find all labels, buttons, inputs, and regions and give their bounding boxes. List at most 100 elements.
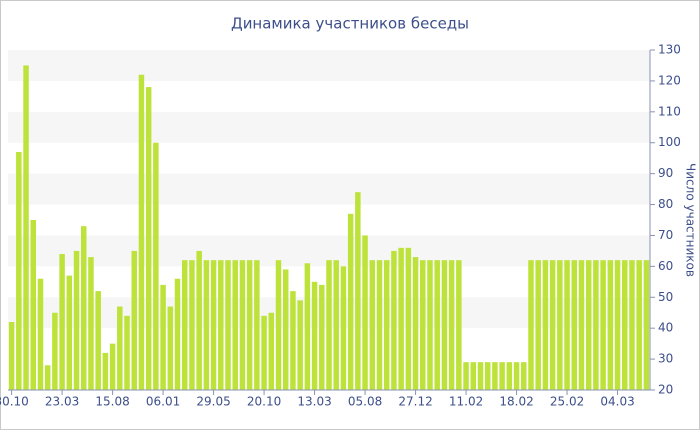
bar [23,65,29,391]
bar [59,254,65,390]
bar [578,260,585,390]
y-tick-label: 100 [658,135,681,149]
x-tick-label: 29.05 [196,395,230,409]
bar [131,250,137,390]
bar [412,257,419,390]
y-tick-label: 40 [658,321,673,335]
bar [463,362,469,390]
bar [398,247,404,390]
bar [513,362,520,390]
bar [254,260,260,390]
bar [622,260,628,390]
y-tick-label: 120 [658,73,681,87]
bar [549,260,556,390]
bar [52,312,58,390]
x-tick-label: 23.03 [45,395,79,409]
x-tick-label: 11.02 [449,395,483,409]
y-tick-label: 60 [658,259,673,273]
x-tick-label: 05.08 [348,395,382,409]
bar [30,220,36,390]
bar [66,275,73,390]
bar [535,260,541,390]
y-tick-label: 30 [658,352,673,366]
bar [37,278,44,390]
y-axis-label: Число участников [684,163,698,277]
bar [340,266,347,390]
bar [311,281,318,390]
bar [275,260,282,390]
bar [636,260,642,390]
bar [297,300,303,390]
bar [282,269,289,390]
bar [347,213,354,390]
bar [571,260,577,390]
bar [239,260,246,390]
bar [153,142,159,390]
x-tick-label: 18.02 [499,395,533,409]
y-tick-label: 90 [658,166,673,180]
bar [391,250,397,390]
bar [290,291,296,390]
bar [218,260,224,390]
bar [333,260,339,390]
bar [95,291,101,390]
bar [145,87,152,390]
bar [203,260,210,390]
bar [441,260,448,390]
bar [362,235,368,390]
x-tick-label: 15.08 [95,395,129,409]
bar [138,74,145,391]
bar [593,260,599,390]
x-tick-label: 13.03 [297,395,331,409]
bar [261,315,267,390]
bar [376,260,383,390]
bar [542,260,549,390]
bar [427,260,433,390]
chart-title: Динамика участников беседы [231,15,469,33]
grid-band [8,173,650,205]
bar [304,263,311,390]
bar [448,260,455,390]
y-tick-label: 20 [658,383,673,397]
bar [73,250,80,390]
bar [355,192,361,390]
bar [88,257,94,390]
x-tick-label: 04.03 [600,395,634,409]
y-tick-label: 50 [658,290,673,304]
bar [326,260,332,390]
bar [405,247,412,390]
bar [319,284,325,390]
grid-band [8,50,650,81]
bar [456,260,462,390]
bar [470,362,477,390]
bar [117,306,123,390]
bar [210,260,217,390]
bar [268,312,275,390]
bar [629,260,635,390]
bar [44,365,51,390]
x-tick-label: 25.02 [550,395,584,409]
bar [383,260,390,390]
bar [167,306,174,390]
bar [124,315,130,390]
x-tick-label: 30.10 [0,395,29,409]
bar [600,260,606,390]
y-tick-label: 70 [658,228,673,242]
x-tick-label: 20.10 [247,395,281,409]
bar [499,362,505,390]
bar [16,152,22,390]
bar [102,352,109,390]
bar [109,343,116,390]
bar [81,226,87,390]
bar [189,260,195,390]
x-tick-label: 27.12 [398,395,432,409]
y-tick-label: 110 [658,104,681,118]
bar [232,260,238,390]
bar [369,260,376,390]
x-tick-label: 06.01 [146,395,180,409]
grid-band [8,111,650,143]
bar [434,260,440,390]
bar [484,362,491,390]
bar [8,322,15,390]
